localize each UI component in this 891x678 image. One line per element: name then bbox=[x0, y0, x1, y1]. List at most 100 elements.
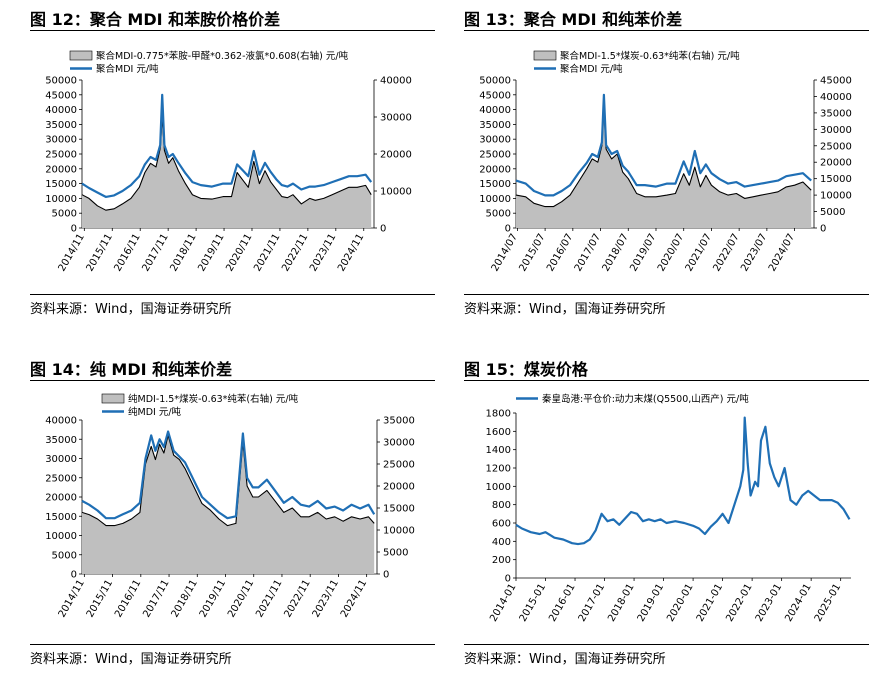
y-tick-label-left: 5000 bbox=[52, 550, 77, 561]
y-tick-label-left: 15000 bbox=[45, 512, 77, 523]
y-tick-label-left: 200 bbox=[492, 555, 511, 566]
y-tick-label-right: 0 bbox=[820, 224, 826, 235]
series-area-outline bbox=[515, 109, 812, 208]
x-tick-label: 2019/07 bbox=[628, 232, 658, 273]
x-tick-label: 2021-01 bbox=[695, 582, 725, 624]
y-tick-label-left: 1200 bbox=[486, 464, 511, 475]
y-tick-label-left: 5000 bbox=[486, 209, 511, 220]
x-tick-label: 2024/11 bbox=[336, 232, 366, 273]
x-tick-label: 2025-01 bbox=[813, 582, 843, 624]
x-tick-label: 2017/11 bbox=[140, 232, 170, 273]
x-tick-label: 2014/11 bbox=[57, 578, 87, 619]
x-tick-label: 2014/07 bbox=[490, 232, 520, 273]
series-line bbox=[515, 93, 812, 197]
y-tick-label-right: 0 bbox=[380, 224, 386, 235]
x-tick-label: 2018/11 bbox=[170, 578, 200, 619]
y-tick-label-left: 45000 bbox=[479, 90, 511, 101]
legend-label: 聚合MDI-0.775*苯胺-甲醛*0.362-液氯*0.608(右轴) 元/吨 bbox=[96, 50, 349, 62]
y-tick-label-left: 1600 bbox=[486, 427, 511, 438]
series-line bbox=[81, 93, 373, 198]
figure-13-panel: 图 13：聚合 MDI 和纯苯价差 聚合MDI-1.5*煤炭-0.63*纯苯(右… bbox=[464, 6, 869, 317]
y-tick-label-left: 25000 bbox=[45, 473, 77, 484]
y-tick-label-left: 15000 bbox=[45, 179, 77, 190]
x-tick-label: 2023/11 bbox=[311, 578, 341, 619]
x-tick-label: 2023/07 bbox=[739, 232, 769, 273]
x-tick-label: 2018/07 bbox=[601, 232, 631, 273]
y-tick-label-left: 5000 bbox=[52, 209, 77, 220]
y-tick-label-right: 5000 bbox=[383, 548, 408, 559]
figure-title: 图 15：煤炭价格 bbox=[464, 360, 588, 379]
y-tick-label-right: 30000 bbox=[383, 438, 415, 449]
y-tick-label-right: 10000 bbox=[380, 187, 412, 198]
source-note: 资料来源：Wind，国海证券研究所 bbox=[464, 652, 666, 667]
x-tick-label: 2020-01 bbox=[665, 582, 695, 624]
x-tick-label: 2019/11 bbox=[196, 232, 226, 273]
legend-swatch-area bbox=[69, 50, 93, 61]
y-tick-label-left: 10000 bbox=[45, 194, 77, 205]
y-tick-label-right: 15000 bbox=[820, 174, 852, 185]
y-tick-label-left: 10000 bbox=[479, 194, 511, 205]
figure-14-panel: 图 14：纯 MDI 和纯苯价差 纯MDI-1.5*煤炭-0.63*纯苯(右轴)… bbox=[30, 356, 435, 667]
x-tick-label: 2022-01 bbox=[724, 582, 754, 624]
x-tick-label: 2023/11 bbox=[308, 232, 338, 273]
y-tick-label-right: 20000 bbox=[820, 158, 852, 169]
series-area bbox=[82, 117, 372, 228]
x-tick-label: 2015-01 bbox=[518, 582, 548, 624]
legend-label: 纯MDI 元/吨 bbox=[128, 406, 182, 418]
source-note: 资料来源：Wind，国海证券研究所 bbox=[30, 652, 232, 667]
x-tick-label: 2022/07 bbox=[711, 232, 741, 273]
y-tick-label-right: 0 bbox=[383, 570, 389, 581]
title-rule bbox=[30, 380, 435, 381]
title-rule bbox=[464, 380, 869, 381]
y-tick-label-left: 30000 bbox=[45, 454, 77, 465]
legend-label: 秦皇岛港:平仓价:动力末煤(Q5500,山西产) 元/吨 bbox=[542, 393, 749, 405]
y-tick-label-left: 25000 bbox=[45, 150, 77, 161]
x-tick-label: 2024/07 bbox=[767, 232, 797, 273]
y-tick-label-right: 25000 bbox=[383, 460, 415, 471]
x-tick-label: 2016-01 bbox=[547, 582, 577, 624]
title-rule bbox=[30, 30, 435, 31]
y-tick-label-right: 20000 bbox=[380, 150, 412, 161]
x-tick-label: 2018-01 bbox=[606, 582, 636, 624]
y-tick-label-left: 35000 bbox=[479, 120, 511, 131]
y-tick-label-left: 20000 bbox=[45, 164, 77, 175]
x-tick-label: 2016/11 bbox=[113, 232, 143, 273]
figure-title: 图 12：聚合 MDI 和苯胺价格价差 bbox=[30, 10, 281, 29]
y-tick-label-right: 40000 bbox=[380, 76, 412, 87]
y-tick-label-right: 30000 bbox=[820, 125, 852, 136]
y-tick-label-right: 35000 bbox=[383, 416, 415, 427]
y-tick-label-right: 5000 bbox=[820, 207, 845, 218]
y-tick-label-left: 30000 bbox=[479, 135, 511, 146]
x-tick-label: 2021/11 bbox=[254, 578, 284, 619]
y-tick-label-right: 10000 bbox=[383, 526, 415, 537]
y-tick-label-left: 400 bbox=[492, 537, 511, 548]
y-tick-label-left: 30000 bbox=[45, 135, 77, 146]
y-tick-label-left: 40000 bbox=[45, 416, 77, 427]
y-tick-label-right: 25000 bbox=[820, 141, 852, 152]
x-tick-label: 2020/11 bbox=[226, 578, 256, 619]
chart-fig15: 秦皇岛港:平仓价:动力末煤(Q5500,山西产) 元/吨 0 200 400 600 80… bbox=[486, 393, 851, 624]
x-tick-label: 2023-01 bbox=[754, 582, 784, 624]
source-rule bbox=[464, 294, 869, 295]
x-tick-label: 2016/07 bbox=[545, 232, 575, 273]
x-tick-label: 2017-01 bbox=[577, 582, 607, 624]
y-tick-label-left: 0 bbox=[71, 224, 77, 235]
figure-title: 图 13：聚合 MDI 和纯苯价差 bbox=[464, 10, 683, 29]
y-tick-label-right: 35000 bbox=[820, 108, 852, 119]
y-tick-label-left: 0 bbox=[505, 574, 511, 585]
y-tick-label-left: 10000 bbox=[45, 531, 77, 542]
y-tick-label-right: 20000 bbox=[383, 482, 415, 493]
source-note: 资料来源：Wind，国海证券研究所 bbox=[464, 302, 666, 317]
y-tick-label-left: 20000 bbox=[45, 493, 77, 504]
series-line bbox=[81, 430, 376, 520]
legend-swatch-area bbox=[101, 393, 125, 404]
series-area-outline bbox=[81, 434, 375, 527]
x-tick-label: 2015/11 bbox=[85, 232, 115, 273]
y-tick-label-left: 1000 bbox=[486, 482, 511, 493]
source-note: 资料来源：Wind，国海证券研究所 bbox=[30, 302, 232, 317]
y-tick-label-left: 25000 bbox=[479, 150, 511, 161]
y-tick-label-left: 20000 bbox=[479, 164, 511, 175]
y-tick-label-left: 0 bbox=[71, 570, 77, 581]
source-rule bbox=[30, 294, 435, 295]
